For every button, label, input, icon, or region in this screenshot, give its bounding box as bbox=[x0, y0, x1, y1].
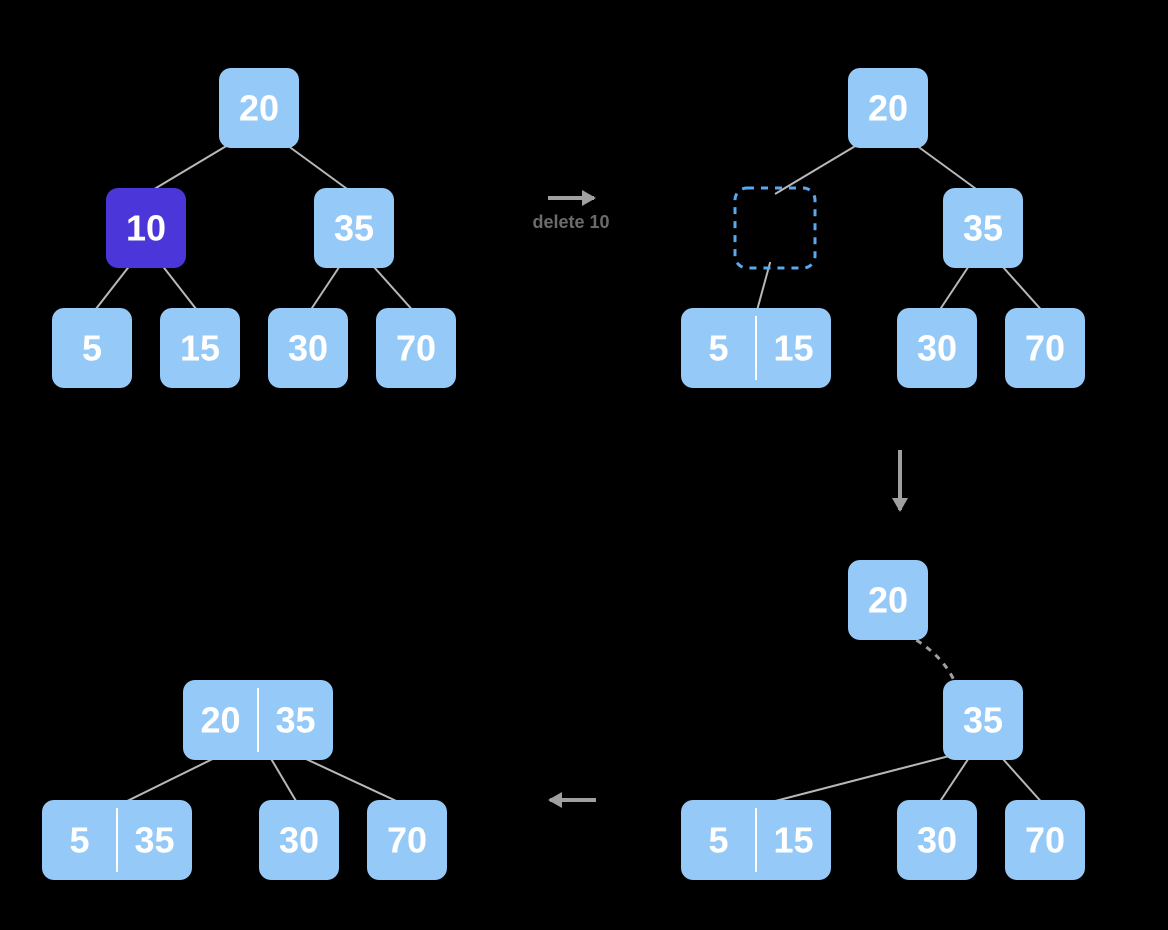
s2-empty bbox=[735, 188, 815, 268]
s2-root: 20 bbox=[848, 68, 928, 148]
s2-n30: 30 bbox=[897, 308, 977, 388]
edge-s2-root-s2-empty bbox=[775, 142, 862, 194]
s1-n70-key-0: 70 bbox=[396, 328, 436, 369]
edge-s2-empty-s2-n5-15 bbox=[756, 262, 770, 314]
s3-n70-key-0: 70 bbox=[1025, 820, 1065, 861]
s4-n30: 30 bbox=[259, 800, 339, 880]
s1-n5: 5 bbox=[52, 308, 132, 388]
edge-s4-root-s4-n70 bbox=[295, 754, 407, 806]
s4-n5-35: 5 35 bbox=[42, 800, 192, 880]
s1-n10: 10 bbox=[106, 188, 186, 268]
s2-n5-15-key-1: 15 bbox=[773, 328, 813, 369]
edge-s1-root-s1-n35 bbox=[283, 142, 354, 194]
edge-s4-root-s4-n5-35 bbox=[117, 754, 223, 806]
s2-n30-key-0: 30 bbox=[917, 328, 957, 369]
s4-root: 2035 bbox=[183, 680, 333, 760]
s2-n35: 35 bbox=[943, 188, 1023, 268]
s4-n5-35-key-0: 5 bbox=[69, 820, 89, 861]
s1-n30: 30 bbox=[268, 308, 348, 388]
s3-root: 20 bbox=[848, 560, 928, 640]
arrow-head bbox=[582, 190, 596, 206]
edge-s4-root-s4-n30 bbox=[268, 754, 299, 806]
s1-root: 20 bbox=[219, 68, 299, 148]
edge-s3-n35-s3-n5-15 bbox=[756, 754, 957, 806]
edge-s2-n35-s2-n70 bbox=[999, 262, 1046, 314]
s4-n30-key-0: 30 bbox=[279, 820, 319, 861]
s3-n70: 70 bbox=[1005, 800, 1085, 880]
edge-s1-root-s1-n10 bbox=[146, 142, 233, 194]
arrow-head bbox=[548, 792, 562, 808]
s2-empty-outline bbox=[735, 188, 815, 268]
arrow-head bbox=[892, 498, 908, 512]
s2-root-key-0: 20 bbox=[868, 88, 908, 129]
btree-delete-diagram: 2010355153070203551530702035515307020355… bbox=[0, 0, 1168, 930]
s4-root-key-1: 35 bbox=[275, 700, 315, 741]
s3-n30-key-0: 30 bbox=[917, 820, 957, 861]
edge-s1-n10-s1-n15 bbox=[160, 262, 201, 314]
s4-n5-35-key-1: 35 bbox=[134, 820, 174, 861]
s3-n30: 30 bbox=[897, 800, 977, 880]
s1-n5-key-0: 5 bbox=[82, 328, 102, 369]
caption: delete 10 bbox=[532, 212, 609, 232]
edge-s2-n35-s2-n30 bbox=[937, 262, 972, 314]
edge-s1-n10-s1-n5 bbox=[92, 262, 133, 314]
edge-s3-n35-s3-n30 bbox=[937, 754, 972, 806]
s2-n5-15-key-0: 5 bbox=[708, 328, 728, 369]
s1-n35-key-0: 35 bbox=[334, 208, 374, 249]
s3-root-key-0: 20 bbox=[868, 580, 908, 621]
s1-root-key-0: 20 bbox=[239, 88, 279, 129]
edge-s1-n35-s1-n70 bbox=[370, 262, 417, 314]
s2-n70-key-0: 70 bbox=[1025, 328, 1065, 369]
edge-s3-n35-s3-n70 bbox=[999, 754, 1046, 806]
s1-n10-key-0: 10 bbox=[126, 208, 166, 249]
s3-n35: 35 bbox=[943, 680, 1023, 760]
s3-n5-15-key-1: 15 bbox=[773, 820, 813, 861]
s2-n35-key-0: 35 bbox=[963, 208, 1003, 249]
s4-root-key-0: 20 bbox=[200, 700, 240, 741]
s4-n70: 70 bbox=[367, 800, 447, 880]
s2-n70: 70 bbox=[1005, 308, 1085, 388]
s3-n35-key-0: 35 bbox=[963, 700, 1003, 741]
s2-n5-15: 5 15 bbox=[681, 308, 831, 388]
s1-n70: 70 bbox=[376, 308, 456, 388]
edge-s1-n35-s1-n30 bbox=[308, 262, 343, 314]
s1-n15-key-0: 15 bbox=[180, 328, 220, 369]
edge-s2-root-s2-n35 bbox=[912, 142, 983, 194]
s3-n5-15-key-0: 5 bbox=[708, 820, 728, 861]
s4-n70-key-0: 70 bbox=[387, 820, 427, 861]
s1-n35: 35 bbox=[314, 188, 394, 268]
s3-n5-15: 5 15 bbox=[681, 800, 831, 880]
s1-n15: 15 bbox=[160, 308, 240, 388]
s1-n30-key-0: 30 bbox=[288, 328, 328, 369]
